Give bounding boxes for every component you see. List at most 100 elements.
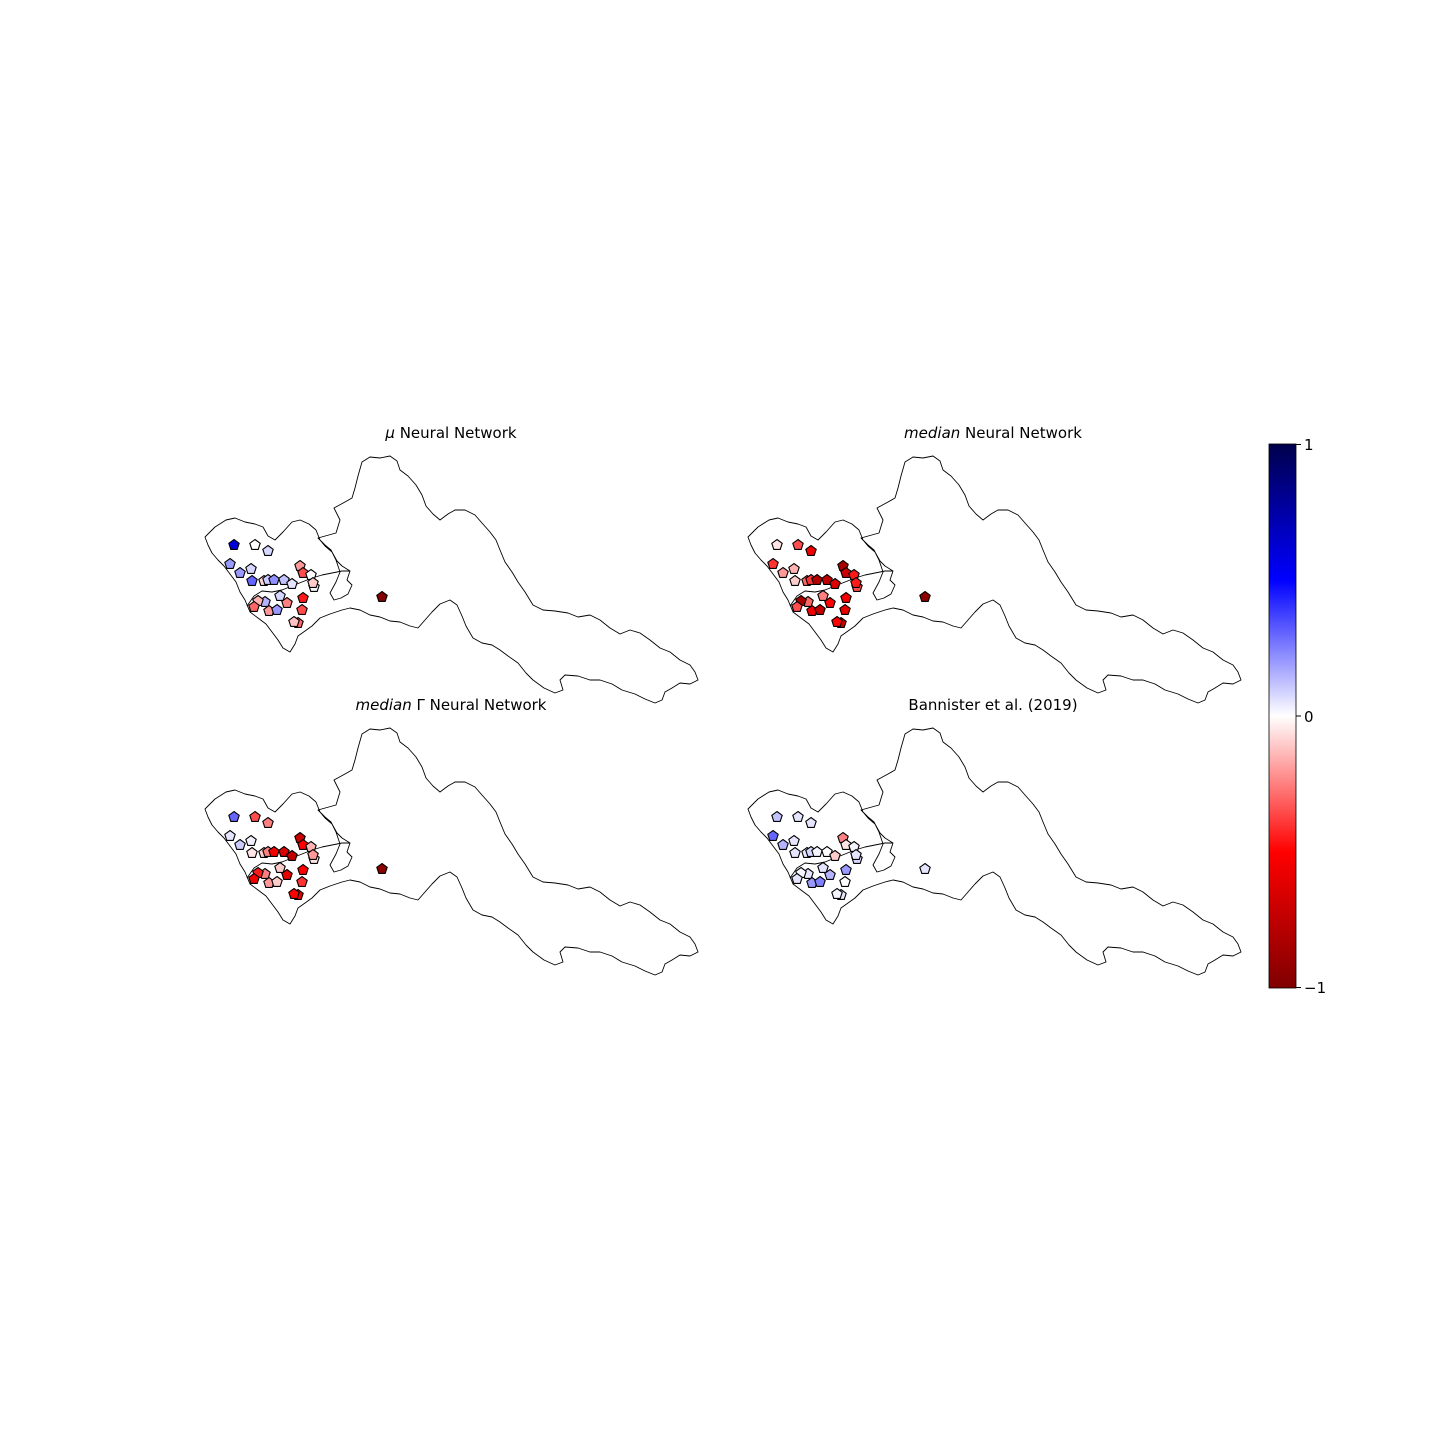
station-marker xyxy=(296,875,308,887)
station-marker xyxy=(824,868,836,880)
panel-title-text: Γ Neural Network xyxy=(412,696,547,714)
station-marker xyxy=(839,603,851,615)
station-marker xyxy=(829,849,841,861)
panel-title-italic: median xyxy=(904,424,960,442)
station-marker xyxy=(286,577,298,589)
station-marker xyxy=(824,596,836,608)
panel-title-text: Neural Network xyxy=(960,424,1082,442)
catchment-outline xyxy=(204,455,699,704)
station-marker xyxy=(224,829,236,841)
station-marker xyxy=(228,538,240,550)
map-panel-median_gamma: median Γ Neural Network xyxy=(204,696,699,976)
station-marker xyxy=(814,603,826,615)
panel-title-italic: μ xyxy=(384,424,395,442)
station-marker xyxy=(297,838,309,850)
station-marker xyxy=(296,603,308,615)
station-marker xyxy=(777,566,789,578)
station-marker xyxy=(788,834,800,846)
station-marker xyxy=(262,816,274,828)
panel-title: median Γ Neural Network xyxy=(355,696,546,714)
colorbar: 1 0 −1 xyxy=(1268,436,1326,997)
station-marker xyxy=(297,566,309,578)
station-marker xyxy=(271,875,283,887)
station-marker xyxy=(248,600,260,612)
station-marker xyxy=(840,566,852,578)
station-marker xyxy=(791,600,803,612)
catchment-outline xyxy=(747,727,1242,976)
station-marker xyxy=(771,538,783,550)
station-marker xyxy=(829,577,841,589)
station-marker xyxy=(297,863,309,875)
station-marker xyxy=(788,562,800,574)
station-marker xyxy=(307,848,319,860)
station-marker xyxy=(811,573,823,585)
station-marker xyxy=(840,863,852,875)
station-marker xyxy=(297,591,309,603)
station-marker xyxy=(248,872,260,884)
map-panel-bannister: Bannister et al. (2019) xyxy=(747,696,1242,976)
station-marker xyxy=(792,538,804,550)
panel-title: μ Neural Network xyxy=(384,424,517,442)
station-marker xyxy=(246,846,258,858)
station-marker xyxy=(767,829,779,841)
station-marker xyxy=(811,845,823,857)
station-marker xyxy=(245,562,257,574)
colorbar-gradient xyxy=(1268,443,1297,989)
station-marker xyxy=(805,816,817,828)
station-marker xyxy=(262,544,274,556)
catchment-outline xyxy=(747,455,1242,704)
station-marker xyxy=(274,589,286,601)
station-marker xyxy=(817,861,829,873)
panel-title-text: Bannister et al. (2019) xyxy=(908,696,1077,714)
colorbar-label-min: −1 xyxy=(1304,979,1326,997)
station-marker xyxy=(246,574,258,586)
station-marker xyxy=(850,576,862,588)
station-marker xyxy=(814,875,826,887)
station-marker xyxy=(831,887,843,899)
station-marker xyxy=(234,566,246,578)
station-marker xyxy=(234,838,246,850)
station-marker xyxy=(831,615,843,627)
station-marker xyxy=(919,862,931,874)
station-marker xyxy=(919,590,931,602)
station-marker xyxy=(767,557,779,569)
station-marker xyxy=(249,810,261,822)
station-marker xyxy=(850,848,862,860)
station-marker xyxy=(228,810,240,822)
colorbar-label-max: 1 xyxy=(1304,436,1314,454)
station-marker xyxy=(376,862,388,874)
panel-title-text: Neural Network xyxy=(395,424,517,442)
station-marker xyxy=(274,861,286,873)
station-marker xyxy=(268,845,280,857)
panel-title: median Neural Network xyxy=(904,424,1082,442)
panel-title: Bannister et al. (2019) xyxy=(908,696,1077,714)
station-marker xyxy=(286,849,298,861)
station-marker xyxy=(281,868,293,880)
station-marker xyxy=(245,834,257,846)
map-panel-median: median Neural Network xyxy=(747,424,1242,704)
station-marker xyxy=(271,603,283,615)
catchment-outline xyxy=(204,727,699,976)
station-marker xyxy=(840,591,852,603)
station-marker xyxy=(791,872,803,884)
station-marker xyxy=(817,589,829,601)
station-marker xyxy=(249,538,261,550)
station-marker xyxy=(789,574,801,586)
station-marker xyxy=(771,810,783,822)
station-marker xyxy=(288,615,300,627)
station-marker xyxy=(839,875,851,887)
station-marker xyxy=(789,846,801,858)
station-marker xyxy=(376,590,388,602)
station-marker xyxy=(777,838,789,850)
station-marker xyxy=(792,810,804,822)
station-marker xyxy=(224,557,236,569)
station-marker xyxy=(281,596,293,608)
station-marker xyxy=(840,838,852,850)
panel-title-italic: median xyxy=(355,696,411,714)
station-marker xyxy=(268,573,280,585)
station-marker xyxy=(307,576,319,588)
station-marker xyxy=(805,544,817,556)
map-panel-mu: μ Neural Network xyxy=(204,424,699,704)
map-panels: μ Neural Network median Neural Networkmed… xyxy=(204,424,1242,976)
